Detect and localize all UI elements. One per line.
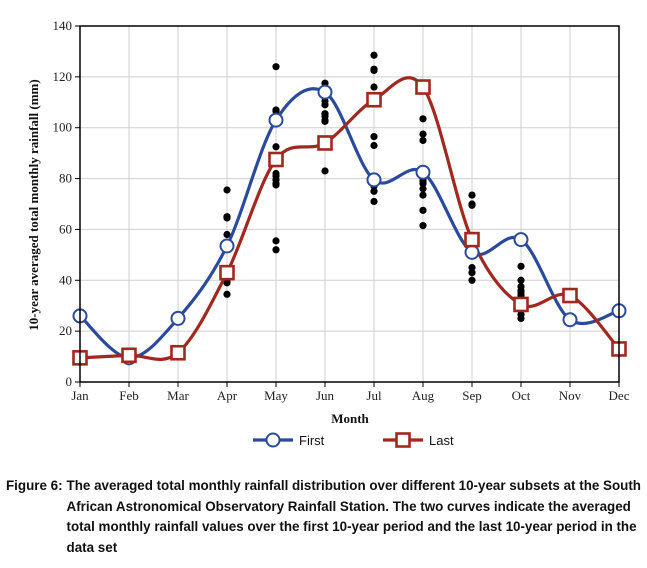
x-axis-label: Month [331,411,369,426]
scatter-point-oct [517,314,525,323]
x-tick-label: Jun [316,388,335,403]
scatter-point-jul [370,51,378,59]
scatter-point-oct [517,262,525,270]
scatter-points [223,51,525,323]
scatter-point-sep [468,276,476,284]
y-axis-label: 10-year averaged total monthly rainfall … [26,79,41,330]
x-tick-label: Dec [609,388,630,403]
marker-first [317,84,333,100]
series-lines [72,76,627,366]
rainfall-chart: 0 20 40 60 80 100 120 140 Jan Feb Mar Apr May Jun Jul A… [26,18,630,448]
scatter-point-aug [419,191,427,199]
scatter-point-aug [419,222,427,230]
scatter-point-aug [419,185,427,193]
legend: First Last [253,432,454,448]
marker-first [366,172,382,188]
scatter-point-aug [419,130,427,138]
scatter-point-aug [419,115,427,123]
x-tick-label: Feb [119,388,139,403]
scatter-point-jun [321,167,329,175]
scatter-point-may [272,246,280,254]
scatter-point-aug [419,136,427,145]
y-tick-label: 140 [53,18,73,33]
x-tick-label: Mar [167,388,189,403]
marker-last [464,231,480,248]
legend-marker-last [395,432,411,448]
x-tick-label: Aug [412,388,435,403]
plot-frame [79,25,620,383]
scatter-point-may [272,143,280,151]
y-tick-label: 20 [59,323,72,338]
x-tick-label: Nov [559,388,582,403]
y-tick-label: 0 [66,374,73,389]
scatter-point-apr [223,230,231,239]
scatter-point-jul [370,197,378,206]
scatter-point-may [272,237,280,245]
marker-last [121,347,137,364]
x-tick-label: Jan [71,388,89,403]
caption-label: Figure 6: [6,478,63,493]
scatter-point-sep [468,201,476,209]
scatter-point-sep [468,191,476,199]
scatter-point-aug [419,180,427,188]
x-tick-label: Sep [462,388,482,403]
marker-last [415,79,431,95]
series-line-last [79,76,621,361]
y-tick-label: 100 [53,120,73,135]
scatter-point-jun [321,117,329,125]
marker-last [513,296,529,313]
scatter-point-jul [370,141,378,150]
scatter-point-jun [321,101,329,109]
scatter-point-jul [370,83,378,91]
scatter-point-jul [370,133,378,141]
x-tick-label: May [264,388,288,403]
marker-last [366,91,382,108]
marker-first [513,232,529,248]
y-tick-label: 120 [53,69,73,84]
marker-first [268,112,284,128]
scatter-point-apr [223,214,231,222]
marker-last [562,287,578,304]
scatter-point-may [272,63,280,71]
marker-first [415,164,431,180]
scatter-point-sep [468,263,476,272]
marker-first [562,312,578,328]
scatter-point-jul [370,187,378,195]
marker-first [464,244,480,260]
scatter-point-apr [223,186,231,194]
scatter-point-apr [223,279,231,287]
legend-label-last: Last [429,433,454,448]
marker-last [268,151,284,168]
marker-first [219,238,235,254]
x-tick-label: Apr [217,388,238,403]
marker-last [317,135,333,151]
caption-text: The averaged total monthly rainfall dist… [66,478,641,555]
scatter-point-apr [223,290,231,298]
scatter-point-sep [468,269,476,277]
y-tick-label: 40 [59,272,72,287]
series-line-first [78,87,620,360]
x-tick-label: Oct [512,388,531,403]
scatter-point-aug [419,206,427,214]
marker-first [170,310,186,326]
figure-caption: Figure 6: The averaged total monthly rai… [6,476,642,558]
scatter-point-jul [370,66,378,75]
legend-marker-first [265,432,281,448]
marker-last [219,264,235,281]
scatter-point-oct [517,276,525,284]
y-tick-label: 60 [59,221,72,236]
scatter-point-may [272,181,280,189]
marker-last [170,344,186,361]
legend-label-first: First [299,433,325,448]
grid [79,25,620,383]
x-tick-label: Jul [366,388,382,403]
axes: 0 20 40 60 80 100 120 140 Jan Feb Mar Apr May Jun Jul A… [53,18,630,403]
y-tick-label: 80 [59,171,72,186]
